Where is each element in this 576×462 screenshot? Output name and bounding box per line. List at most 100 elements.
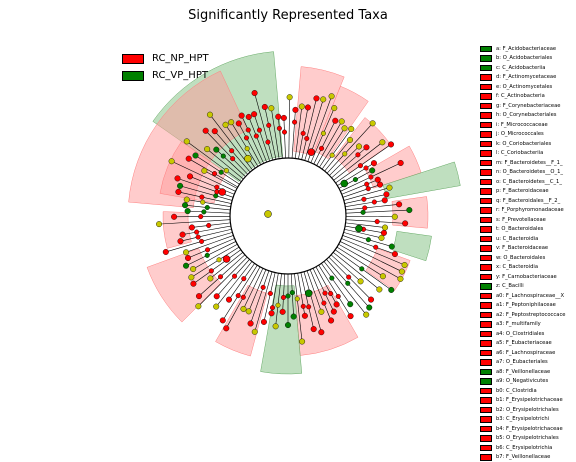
leaf-node	[191, 281, 197, 287]
inner-node	[304, 136, 309, 141]
inner-node	[292, 120, 297, 125]
inner-node	[323, 291, 328, 296]
inner-node	[217, 257, 222, 262]
leaf-node	[196, 293, 202, 299]
taxa-legend-swatch	[480, 84, 492, 91]
inner-node	[295, 297, 300, 302]
leaf-node	[348, 126, 354, 132]
leaf-node	[398, 160, 404, 166]
inner-node	[276, 303, 281, 308]
taxa-legend-label: f: C_Actinobacteria	[496, 93, 545, 99]
taxa-legend-label: s: F_Prevotellaceae	[496, 217, 546, 223]
leaf-node	[190, 266, 196, 272]
taxa-legend-label: a5: F_Eubacteriaceae	[496, 340, 552, 346]
taxa-legend-label: a: F_Acidobacteriaceae	[496, 46, 556, 52]
clade-node	[223, 256, 230, 263]
taxa-legend-label: a0: F_Lachnospiraceae__X	[496, 293, 564, 299]
inner-node	[330, 153, 335, 158]
leaf-node	[241, 306, 247, 312]
taxa-legend-label: m: F_Bacteroidetes__F_1_	[496, 160, 563, 166]
leaf-node	[275, 114, 281, 120]
inner-node	[270, 305, 275, 310]
leaf-node	[189, 225, 195, 231]
inner-node	[205, 205, 210, 210]
taxa-legend-swatch	[480, 369, 492, 376]
inner-node	[353, 177, 358, 182]
inner-node	[346, 275, 351, 280]
leaf-node	[252, 329, 258, 335]
leaf-node	[382, 225, 388, 231]
inner-node	[366, 186, 371, 191]
leaf-node	[184, 197, 190, 203]
inner-node	[322, 301, 327, 306]
taxa-legend-label: j: O_Micrococcales	[496, 131, 544, 137]
inner-node	[282, 130, 287, 135]
taxa-legend-label: b1: F_Erysipelotrichaceae	[496, 397, 563, 403]
clade-node	[341, 180, 348, 187]
taxa-legend-item: b7: F_Veillonellaceae	[480, 453, 566, 462]
leaf-node	[202, 168, 208, 174]
leaf-node	[388, 287, 394, 293]
inner-node	[319, 146, 324, 151]
leaf-node	[207, 112, 213, 118]
leaf-node	[331, 105, 337, 111]
inner-node	[205, 247, 210, 252]
taxa-legend-swatch	[480, 122, 492, 129]
leaf-node	[347, 137, 353, 143]
leaf-node	[407, 207, 413, 213]
inner-node	[198, 214, 203, 219]
taxa-legend-item: a: F_Acidobacteriaceae	[480, 44, 566, 54]
inner-node	[244, 136, 249, 141]
taxa-legend-label: a3: F_multifamily	[496, 321, 541, 327]
leaf-node	[171, 214, 177, 220]
taxa-legend-item: a0: F_Lachnospiraceae__X	[480, 291, 566, 301]
taxa-legend-swatch	[480, 264, 492, 271]
leaf-node	[379, 235, 385, 241]
taxa-legend-item: u: C_Bacteroidia	[480, 234, 566, 244]
taxa-legend-swatch	[480, 103, 492, 110]
taxa-legend-label: b4: F_Erysipelotrichaceae	[496, 426, 563, 432]
leaf-node	[380, 273, 386, 279]
leaf-node	[273, 323, 279, 329]
taxa-legend-swatch	[480, 141, 492, 148]
taxa-legend-swatch	[480, 426, 492, 433]
leaf-node	[371, 160, 377, 166]
taxa-legend-label: w: O_Bacteroidales	[496, 255, 545, 261]
taxa-legend-swatch	[480, 198, 492, 205]
clade-node	[355, 225, 362, 232]
inner-node	[224, 168, 229, 173]
clade-node	[219, 189, 226, 196]
inner-node	[362, 206, 367, 211]
inner-node	[221, 154, 226, 159]
inner-node	[218, 274, 223, 279]
inner-node	[266, 123, 271, 128]
clade-node	[305, 290, 312, 297]
leaf-node	[220, 318, 226, 324]
leaf-node	[203, 128, 209, 134]
leaf-node	[178, 238, 184, 244]
leaf-node	[382, 198, 388, 204]
inner-node	[369, 175, 374, 180]
taxa-legend-item: b0: C_Clostridia	[480, 386, 566, 396]
taxa-legend-item: v: F_Bacteroidaceae	[480, 244, 566, 254]
inner-node	[236, 293, 241, 298]
taxa-legend-swatch	[480, 112, 492, 119]
branch	[335, 250, 362, 269]
leaf-node	[285, 322, 291, 328]
branch	[346, 220, 377, 222]
taxa-legend-item: a4: O_Clostridiales	[480, 329, 566, 339]
branch	[340, 282, 366, 315]
taxa-legend-swatch	[480, 150, 492, 157]
leaf-node	[204, 146, 210, 152]
branch	[292, 122, 295, 158]
leaf-node	[366, 305, 372, 311]
taxa-legend-item: a5: F_Eubacteriaceae	[480, 339, 566, 349]
leaf-node	[175, 176, 181, 182]
inner-node	[330, 276, 335, 281]
leaf-node	[183, 250, 189, 256]
leaf-node	[186, 156, 192, 162]
inner-node	[196, 235, 201, 240]
inner-node	[245, 146, 250, 151]
leaf-node	[163, 249, 169, 255]
inner-node	[194, 230, 199, 235]
